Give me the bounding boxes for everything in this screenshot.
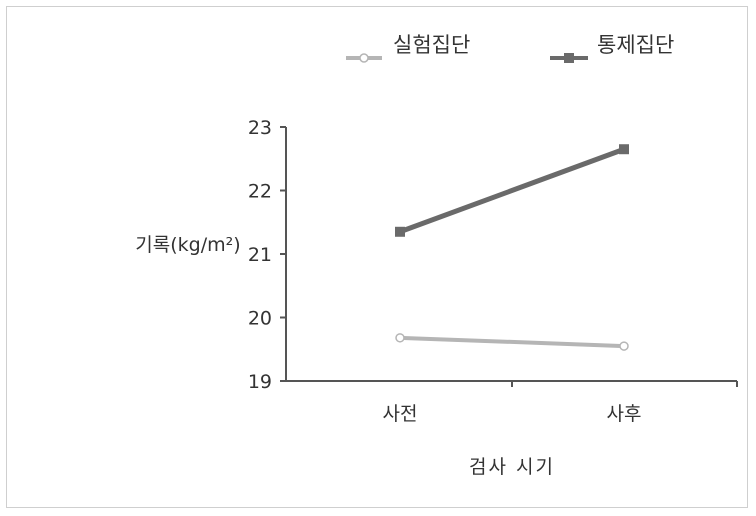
data-point-control <box>395 226 405 237</box>
data-point-experimental <box>619 341 629 351</box>
x-tick-label: 사전 <box>383 403 418 425</box>
legend: 실험집단 통제집단 <box>346 33 674 63</box>
chart-frame <box>6 6 748 508</box>
x-axis-title: 검사 시기 <box>469 456 555 478</box>
data-point-experimental <box>395 333 405 343</box>
y-tick-label: 22 <box>248 181 272 203</box>
x-tick-label: 사후 <box>607 403 642 425</box>
series-layer <box>395 144 629 351</box>
y-tick-label: 23 <box>248 117 272 139</box>
x-ticks: 사전 사후 <box>383 381 738 425</box>
y-tick-label: 20 <box>248 308 272 330</box>
data-point-control <box>619 144 629 155</box>
legend-label-control: 통제집단 <box>597 33 674 57</box>
legend-label-experimental: 실험집단 <box>393 33 470 57</box>
y-axis-title: 기록(kg/m²) <box>135 234 240 256</box>
legend-item-control: 통제집단 <box>550 33 674 63</box>
legend-marker-control <box>564 53 574 63</box>
y-ticks: 19 20 21 22 23 <box>248 117 286 393</box>
series-line-experimental <box>398 335 626 349</box>
series-line-control <box>397 146 627 235</box>
y-tick-label: 19 <box>248 371 272 393</box>
legend-item-experimental: 실험집단 <box>346 33 470 63</box>
legend-marker-experimental <box>359 53 369 63</box>
y-tick-label: 21 <box>248 244 272 266</box>
